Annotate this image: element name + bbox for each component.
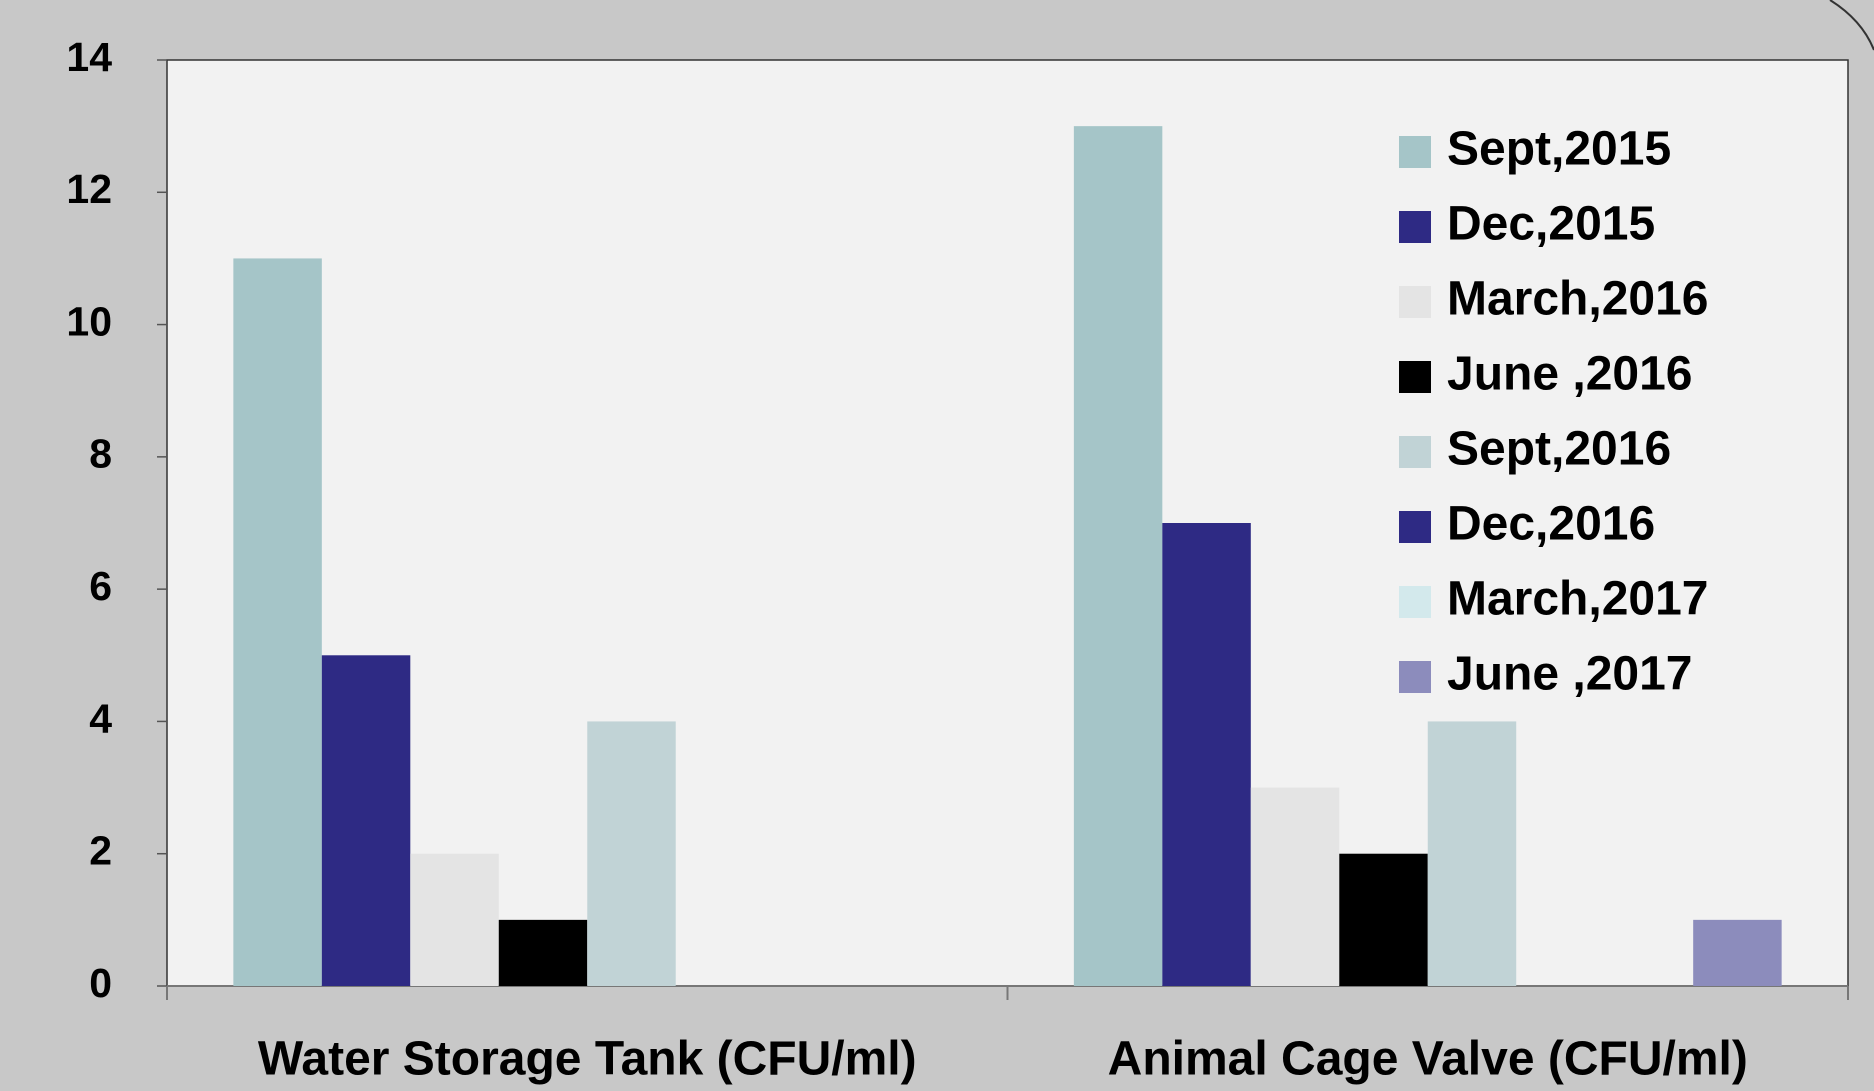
legend-swatch [1399, 436, 1431, 468]
x-tick-label: Animal Cage Valve (CFU/ml) [1108, 1033, 1748, 1086]
plot-area [166, 59, 1849, 987]
legend-swatch [1399, 286, 1431, 318]
legend-swatch [1399, 211, 1431, 243]
bar [1339, 853, 1428, 986]
bar [498, 919, 588, 986]
y-tick-label: 10 [66, 298, 112, 344]
y-tick-label: 0 [89, 960, 112, 1006]
legend-swatch [1399, 661, 1431, 693]
legend-label: Dec,2016 [1447, 498, 1655, 551]
y-tick-label: 14 [66, 34, 112, 80]
legend-label: June ,2016 [1447, 348, 1692, 401]
bar [1162, 523, 1251, 986]
legend-swatch [1399, 511, 1431, 543]
legend-label: March,2016 [1447, 273, 1709, 326]
bar [321, 655, 411, 986]
legend-swatch [1399, 136, 1431, 168]
legend-label: June ,2017 [1447, 648, 1692, 701]
y-tick-label: 12 [66, 166, 112, 212]
legend-swatch [1399, 361, 1431, 393]
x-tick-label: Water Storage Tank (CFU/ml) [258, 1033, 917, 1086]
bar [1693, 919, 1782, 986]
legend-label: Sept,2016 [1447, 423, 1671, 476]
y-tick-label: 8 [89, 431, 112, 477]
y-tick-label: 2 [89, 828, 112, 874]
bar [587, 721, 676, 986]
legend-label: March,2017 [1447, 573, 1709, 626]
y-tick-label: 4 [89, 695, 112, 741]
bar [233, 258, 322, 986]
decoration [1829, 0, 1874, 51]
y-tick-label: 6 [89, 563, 112, 609]
bar [410, 853, 499, 986]
bar [1427, 721, 1517, 986]
legend-swatch [1399, 586, 1431, 618]
bar [1073, 126, 1163, 986]
legend-label: Sept,2015 [1447, 123, 1671, 176]
legend-label: Dec,2015 [1447, 198, 1655, 251]
bar [1250, 787, 1340, 986]
